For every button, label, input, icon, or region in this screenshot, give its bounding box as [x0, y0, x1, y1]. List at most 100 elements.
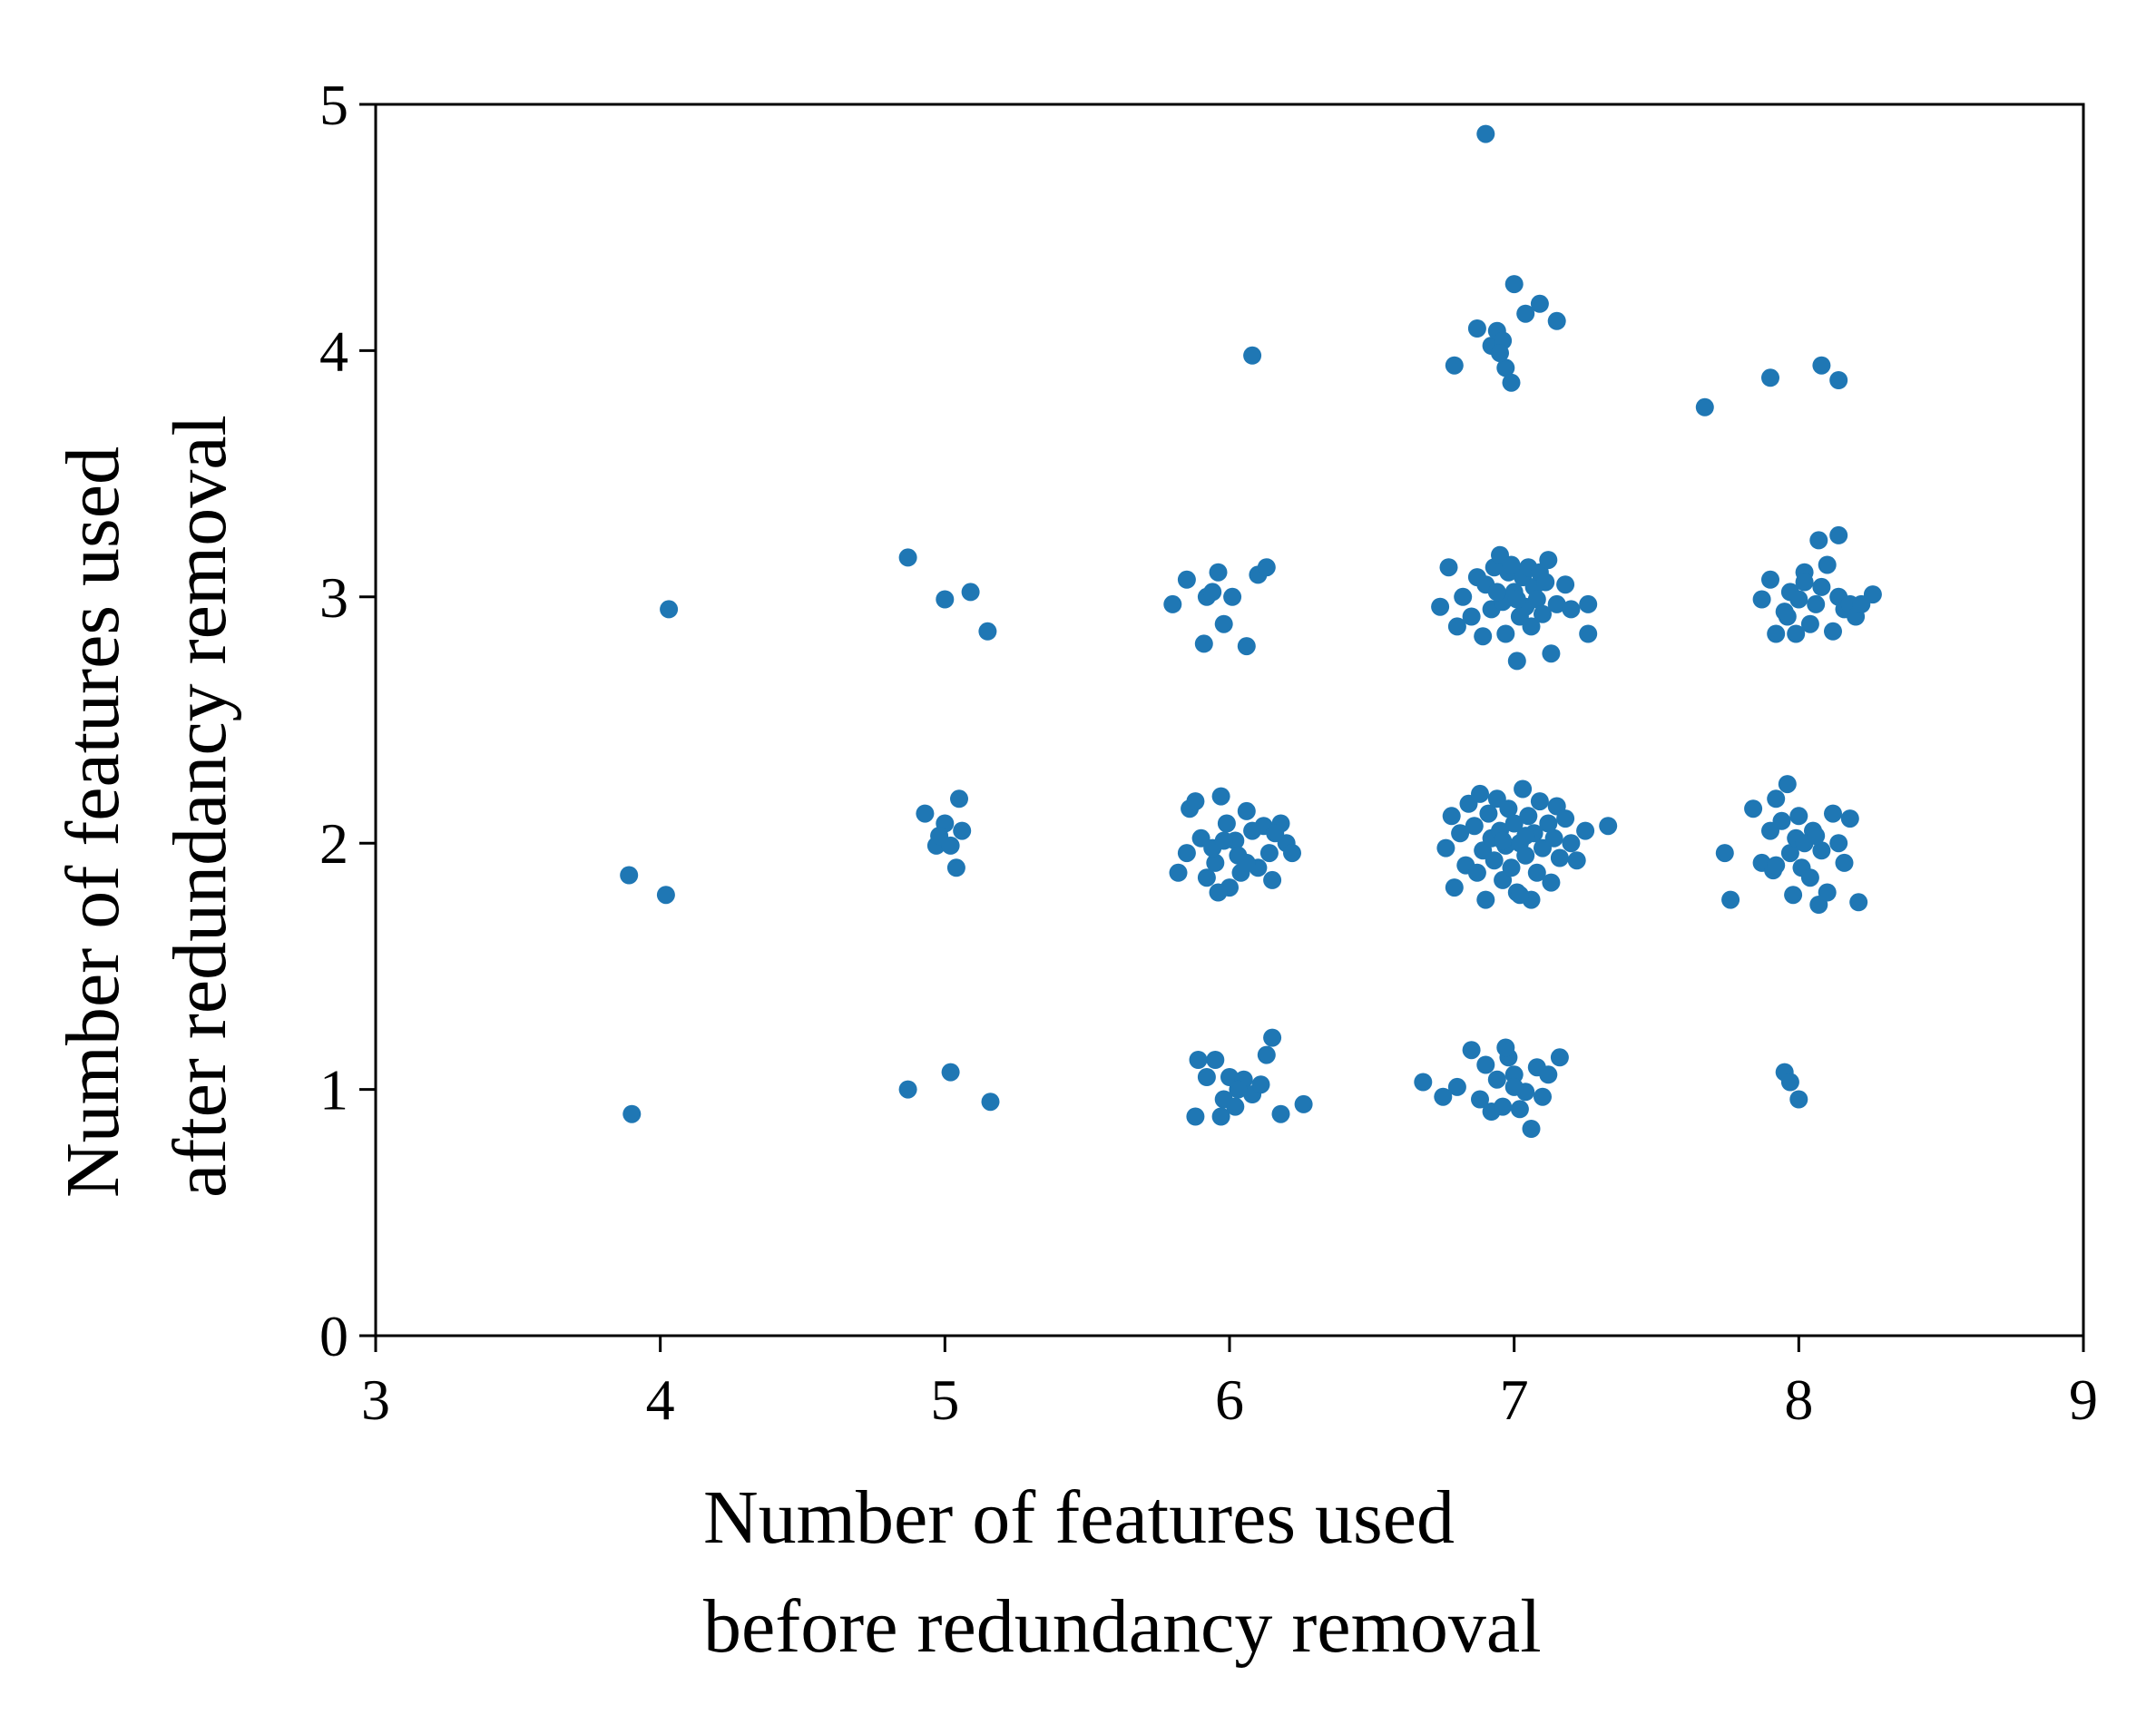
data-point: [1504, 814, 1524, 833]
data-point: [1496, 1038, 1515, 1057]
data-point: [1539, 551, 1558, 570]
data-point: [1476, 1055, 1495, 1074]
data-point: [1795, 573, 1814, 592]
points-layer: [620, 124, 1882, 1138]
data-point: [1294, 1094, 1313, 1113]
data-point: [1789, 590, 1808, 609]
data-point: [1789, 807, 1808, 826]
data-point: [1502, 555, 1521, 574]
data-point: [1263, 870, 1282, 889]
data-point: [1510, 1100, 1529, 1119]
data-point: [1784, 886, 1803, 905]
data-point: [1539, 814, 1558, 833]
data-point: [1780, 1073, 1799, 1092]
data-point: [1772, 811, 1791, 830]
data-point: [1507, 590, 1526, 609]
x-tick-label: 5: [930, 1367, 959, 1432]
data-point: [1534, 604, 1552, 623]
data-point: [1485, 851, 1504, 870]
data-point: [1209, 883, 1228, 902]
data-point: [1544, 828, 1563, 848]
data-point: [1849, 893, 1868, 912]
data-point: [1840, 809, 1859, 828]
data-point: [916, 804, 935, 823]
data-point: [1431, 597, 1450, 616]
data-point: [1567, 851, 1586, 870]
data-point: [1496, 358, 1515, 377]
x-tick-label: 9: [2069, 1367, 2098, 1432]
data-point: [936, 590, 955, 609]
data-point: [1226, 1097, 1245, 1116]
data-point: [1494, 831, 1513, 850]
y-axis-title-line-1: Number of features used: [51, 446, 135, 1198]
data-point: [1479, 804, 1498, 823]
data-point: [1547, 311, 1566, 330]
data-point: [1243, 821, 1262, 840]
data-point: [1818, 555, 1837, 574]
data-point: [1579, 594, 1598, 613]
data-point: [1516, 304, 1535, 323]
data-point: [1223, 587, 1242, 606]
data-point: [1550, 1048, 1569, 1067]
data-point: [1237, 637, 1256, 656]
y-tick-label: 1: [319, 1058, 348, 1122]
data-point: [1206, 853, 1225, 872]
data-point: [898, 548, 917, 567]
y-tick-label: 5: [319, 73, 348, 137]
data-point: [660, 600, 679, 619]
data-point: [1761, 570, 1779, 589]
data-point: [1527, 863, 1546, 882]
data-point: [1465, 817, 1484, 836]
data-point: [1496, 624, 1515, 643]
y-tick-label: 0: [319, 1304, 348, 1368]
data-point: [1767, 789, 1786, 808]
data-point: [1824, 622, 1842, 641]
data-point: [620, 866, 639, 885]
data-point: [898, 1080, 917, 1099]
data-point: [1579, 624, 1598, 643]
y-axis-title-line-2: after redundancy removal: [158, 415, 242, 1198]
data-point: [1237, 801, 1256, 820]
y-tick-label: 2: [319, 811, 348, 876]
data-point: [1491, 344, 1509, 363]
data-point: [1271, 1104, 1290, 1123]
data-point: [1186, 1107, 1205, 1126]
data-point: [1454, 587, 1473, 606]
data-point: [1197, 1068, 1216, 1086]
data-point: [1283, 844, 1301, 863]
data-point: [1229, 1080, 1248, 1099]
data-point: [1197, 868, 1216, 887]
data-point: [656, 886, 675, 905]
data-point: [1502, 373, 1521, 392]
y-axis-ticks: 0 1 2 3 4 5: [319, 73, 376, 1368]
data-point: [1206, 1051, 1225, 1069]
data-point: [1599, 817, 1618, 836]
data-point: [1519, 807, 1538, 826]
data-point: [1439, 558, 1458, 577]
data-point: [1542, 644, 1561, 663]
data-point: [1467, 319, 1486, 338]
data-point: [1211, 1107, 1230, 1126]
data-point: [961, 583, 980, 602]
data-point: [1436, 838, 1455, 858]
data-point: [1194, 634, 1213, 653]
y-tick-label: 4: [319, 318, 348, 383]
x-axis-title-line-1: Number of features used: [703, 1475, 1455, 1560]
data-point: [1800, 868, 1819, 887]
data-point: [1767, 624, 1786, 643]
data-point: [1829, 834, 1848, 853]
data-point: [1556, 809, 1575, 828]
data-point: [1752, 590, 1771, 609]
data-point: [1177, 570, 1196, 589]
data-point: [1499, 799, 1518, 818]
data-point: [1542, 873, 1561, 892]
data-point: [1445, 878, 1464, 897]
x-tick-label: 8: [1784, 1367, 1813, 1432]
data-point: [1829, 525, 1848, 544]
data-point: [1186, 792, 1205, 811]
x-tick-label: 6: [1215, 1367, 1244, 1432]
data-point: [1414, 1073, 1433, 1092]
data-point: [1556, 575, 1575, 594]
data-point: [1516, 827, 1535, 846]
